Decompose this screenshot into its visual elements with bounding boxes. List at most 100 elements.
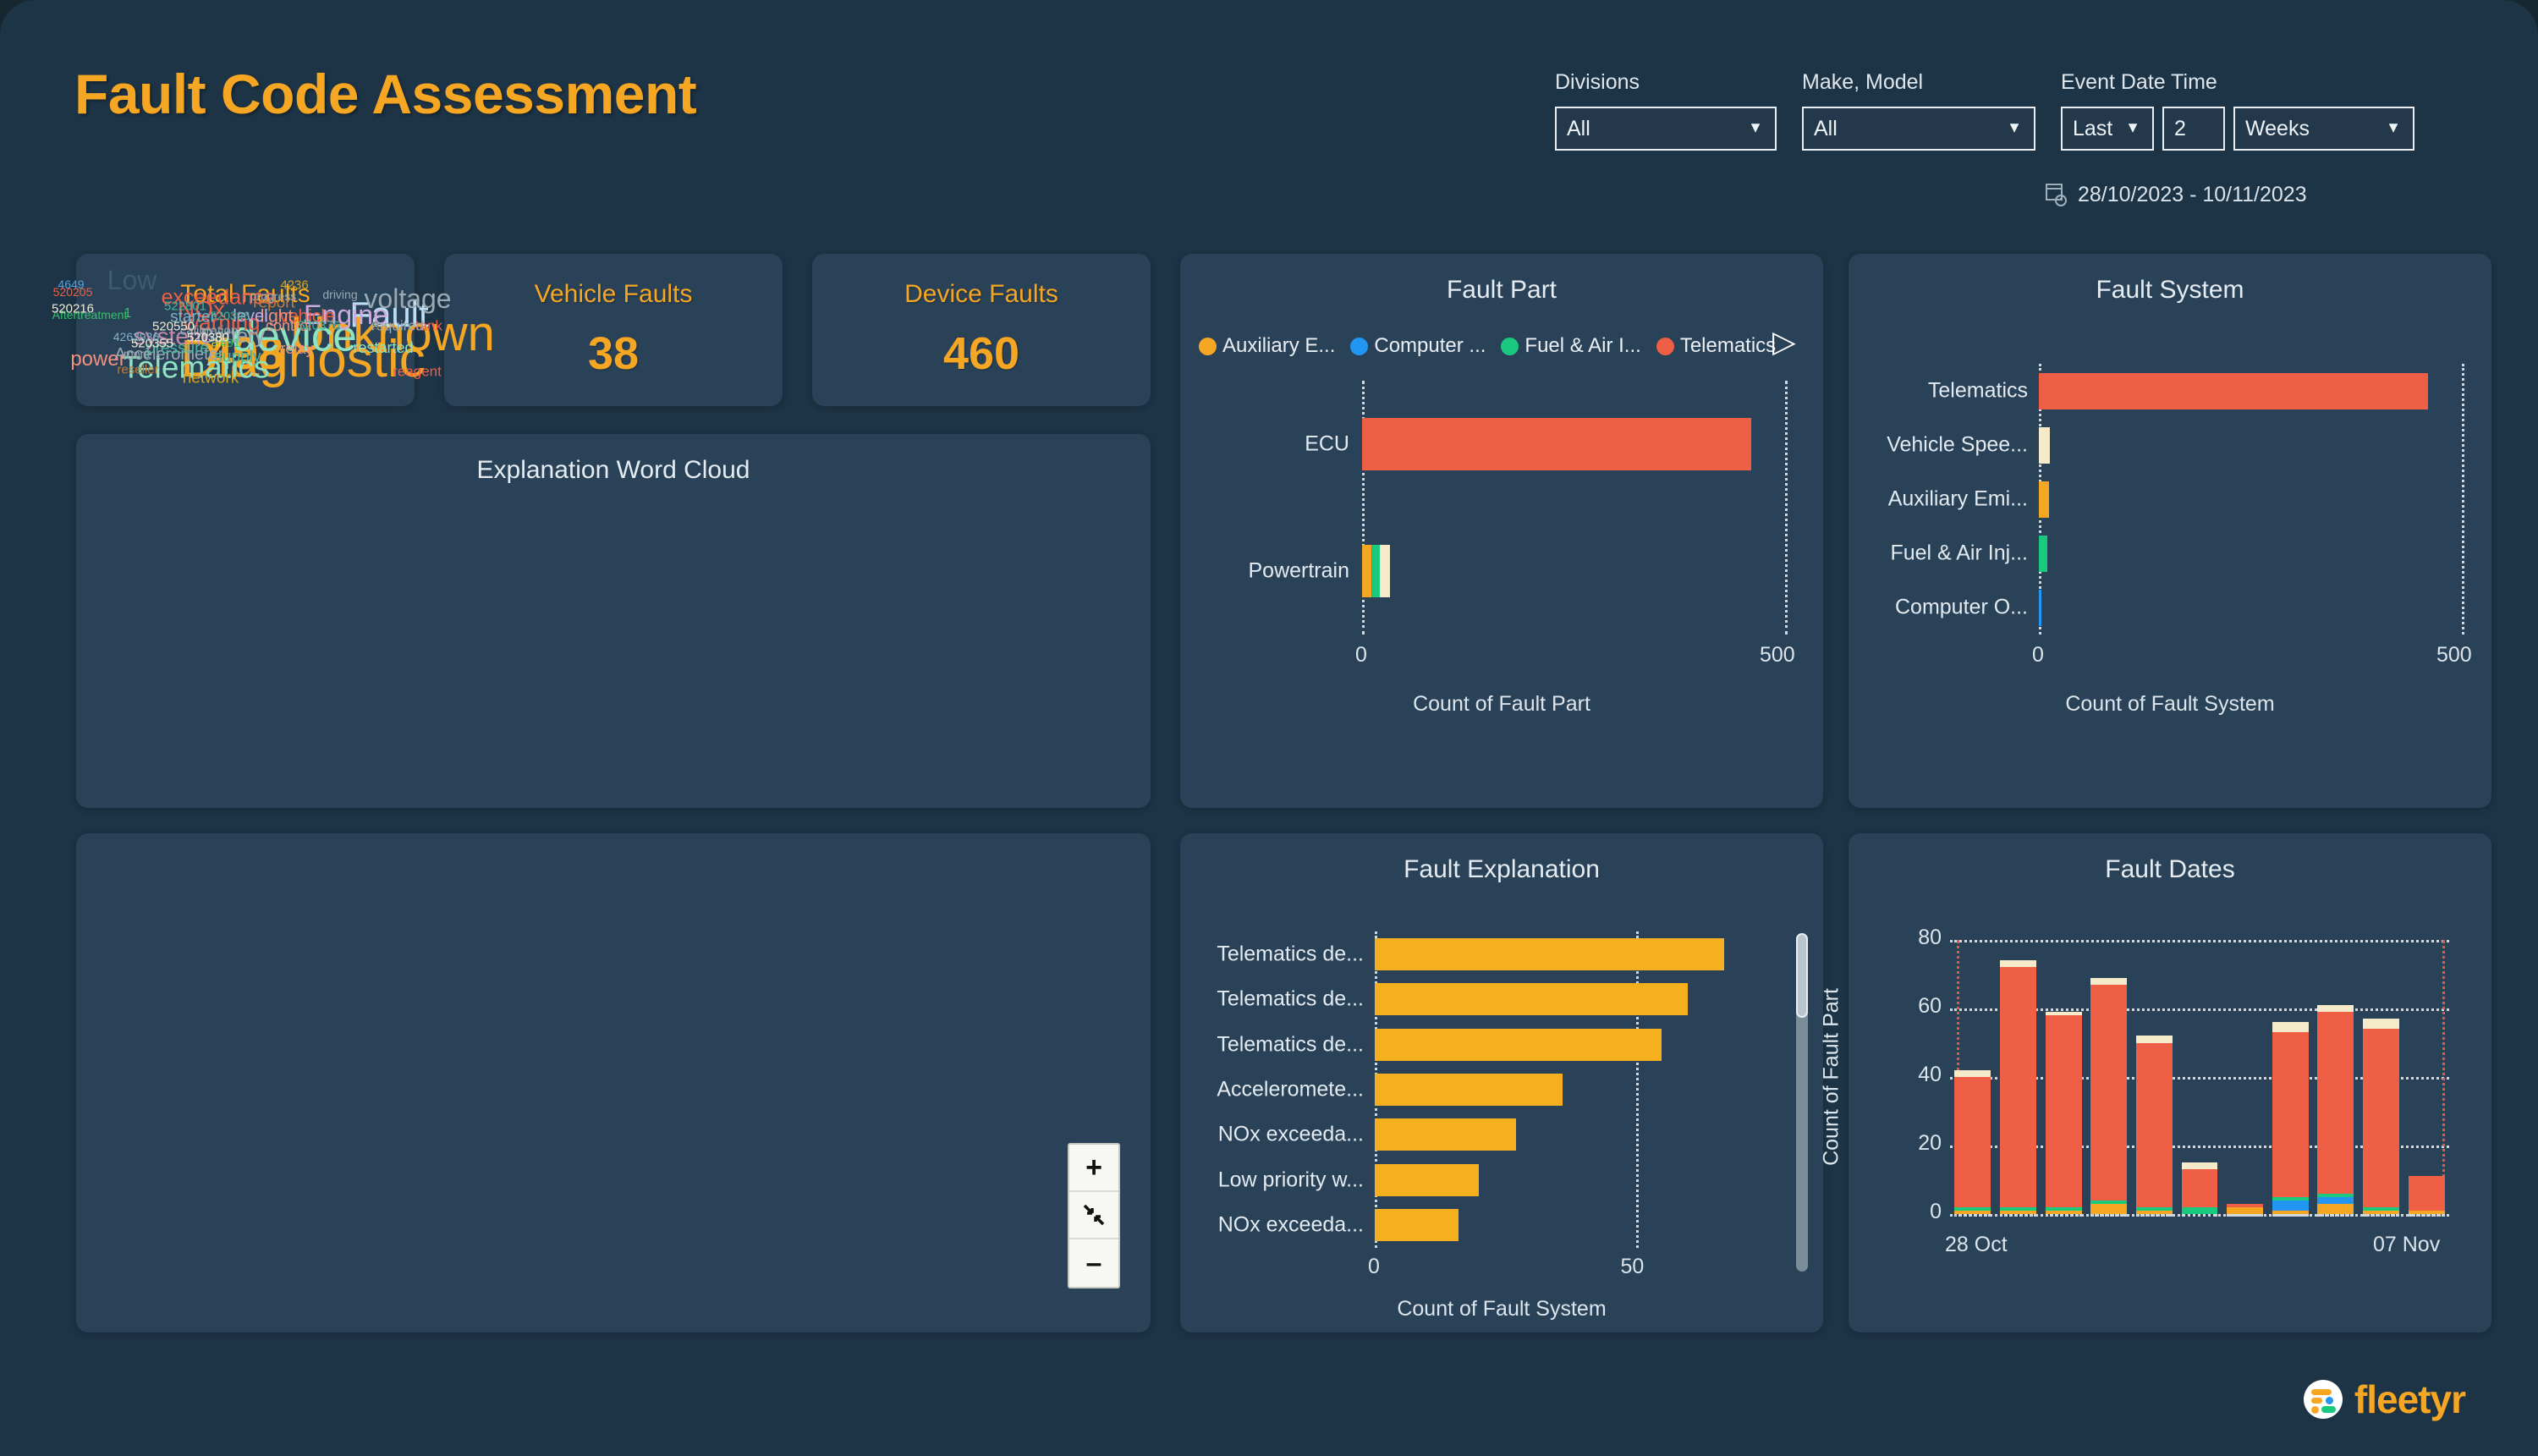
bar-segment[interactable] <box>2045 1210 2082 1214</box>
chevron-right-icon[interactable]: ▷ <box>1772 324 1796 359</box>
bar-segment[interactable] <box>2181 1169 2218 1207</box>
relative-unit-select[interactable]: Weeks ▼ <box>2233 107 2414 151</box>
fit-to-screen-button[interactable] <box>1069 1192 1118 1239</box>
bar-segment[interactable] <box>2135 1042 2173 1207</box>
word-cloud-word[interactable]: air <box>211 335 226 350</box>
word-cloud-word[interactable]: exceedance <box>161 285 276 310</box>
word-cloud-word[interactable]: level <box>233 307 268 326</box>
word-cloud-word[interactable]: 4263936 <box>113 330 160 343</box>
bar[interactable] <box>1375 937 1725 970</box>
word-cloud-word[interactable]: 520396 <box>210 309 250 322</box>
bar-segment[interactable] <box>2272 1032 2309 1197</box>
word-cloud-word[interactable]: tank <box>415 317 443 334</box>
bar-segment[interactable] <box>1362 545 1371 597</box>
fault-system-plot[interactable]: Telematics Vehicle Spee... Auxiliary Emi..… <box>1849 254 2491 808</box>
bar-segment[interactable] <box>1954 1206 1991 1211</box>
bar-segment[interactable] <box>2090 1203 2128 1214</box>
word-cloud-word[interactable]: 520355 <box>130 336 174 351</box>
word-cloud-word[interactable]: 520550 <box>151 319 195 334</box>
word-cloud-word[interactable]: 1 <box>124 306 132 321</box>
bar-segment[interactable] <box>2272 1196 2309 1201</box>
bar-segment[interactable] <box>2363 1019 2399 1030</box>
word-cloud-word[interactable]: voltage <box>364 283 452 314</box>
bar[interactable] <box>2039 426 2050 464</box>
bar-group[interactable] <box>2317 940 2354 1214</box>
bar-group[interactable] <box>2227 940 2264 1214</box>
bar-group[interactable] <box>1362 418 1785 470</box>
bar-segment[interactable] <box>2272 1200 2309 1211</box>
bar-group[interactable] <box>2181 940 2218 1214</box>
bar-segment[interactable] <box>2135 1206 2173 1211</box>
word-cloud-word[interactable]: Accelerometer <box>114 345 224 364</box>
word-cloud-word[interactable]: light <box>260 306 294 327</box>
bar-segment[interactable] <box>2090 1200 2128 1204</box>
bar-segment[interactable] <box>2090 977 2128 985</box>
bar-segment[interactable] <box>2363 1029 2399 1207</box>
bar-group[interactable] <box>1954 940 1991 1214</box>
scrollbar-thumb[interactable] <box>1796 933 1808 1018</box>
bar-group[interactable] <box>2408 940 2445 1214</box>
bar-group[interactable] <box>2045 940 2082 1214</box>
word-cloud-word[interactable]: progress <box>250 289 297 303</box>
kpi-card-total-faults[interactable]: Total Faults 498 <box>76 254 415 406</box>
word-cloud-word[interactable]: supply <box>214 348 261 366</box>
word-cloud-word[interactable]: driving <box>322 288 358 301</box>
word-cloud-word[interactable]: 520380 <box>186 330 230 345</box>
word-cloud-word[interactable]: calibration <box>179 323 239 338</box>
word-cloud-word[interactable]: relay <box>280 340 314 357</box>
bar-segment[interactable] <box>1954 1210 1991 1214</box>
bar-segment[interactable] <box>2363 1210 2399 1214</box>
word-cloud-word[interactable]: reseller <box>117 362 159 377</box>
bar-segment[interactable] <box>2363 1206 2399 1211</box>
bar-group[interactable] <box>2135 940 2173 1214</box>
word-cloud-word[interactable]: 520205 <box>52 285 93 299</box>
bar-segment[interactable] <box>1372 545 1380 597</box>
fault-explanation-plot[interactable]: Telematics de... Telematics de... Telemati… <box>1180 833 1823 1332</box>
bar-group[interactable] <box>1362 545 1785 597</box>
bar-segment[interactable] <box>2135 1036 2173 1043</box>
bar[interactable] <box>2039 372 2428 409</box>
bar-segment[interactable] <box>2317 1193 2354 1197</box>
bar-segment[interactable] <box>2045 1012 2082 1016</box>
word-cloud-word[interactable]: pressure <box>146 339 209 358</box>
bar-segment[interactable] <box>2227 1203 2264 1207</box>
word-cloud-word[interactable]: Telematics <box>121 349 270 385</box>
bar-segment[interactable] <box>2045 1206 2082 1211</box>
bar-group[interactable] <box>2363 940 2399 1214</box>
bar-segment[interactable] <box>2181 1162 2218 1170</box>
word-cloud-word[interactable]: Low <box>107 265 157 295</box>
bar[interactable] <box>1375 1163 1480 1196</box>
bar-segment[interactable] <box>2272 1022 2309 1033</box>
word-cloud-word[interactable]: Unknown <box>290 306 495 361</box>
bar[interactable] <box>2039 535 2047 572</box>
bar-segment[interactable] <box>2272 1210 2309 1214</box>
word-cloud-word[interactable]: NOx <box>178 296 225 322</box>
bar-segment[interactable] <box>2408 1176 2445 1211</box>
bar-segment[interactable] <box>2408 1210 2445 1214</box>
bar-segment[interactable] <box>2000 1210 2036 1214</box>
bar-segment[interactable] <box>2000 1206 2036 1211</box>
bar-group[interactable] <box>2000 940 2036 1214</box>
word-cloud-word[interactable]: starter <box>170 308 216 327</box>
relative-amount-input[interactable]: 2 <box>2162 107 2225 151</box>
word-cloud-word[interactable]: vehicle <box>279 306 335 327</box>
word-cloud-word[interactable]: control <box>265 317 312 334</box>
word-cloud-word[interactable]: power <box>70 348 126 371</box>
zoom-in-button[interactable]: + <box>1069 1145 1118 1192</box>
bar-segment[interactable] <box>2317 1004 2354 1013</box>
bar[interactable] <box>2039 481 2049 518</box>
word-cloud-word[interactable]: restarted <box>353 339 414 356</box>
word-cloud-word[interactable]: 4649 <box>58 277 85 291</box>
word-cloud-word[interactable]: Diagnostic <box>180 330 426 388</box>
word-cloud-word[interactable]: Aftertreatment <box>52 308 128 321</box>
fault-dates-plot[interactable]: 0 20 40 60 80 28 Oct 07 Nov Count of Fault Part <box>1820 833 2491 1332</box>
bar[interactable] <box>1375 1074 1563 1106</box>
word-cloud-word[interactable]: report <box>253 294 295 312</box>
bar-segment[interactable] <box>2135 1210 2173 1214</box>
bar-segment[interactable] <box>2227 1206 2264 1214</box>
bar[interactable] <box>1375 1118 1516 1151</box>
bar-segment[interactable] <box>2317 1203 2354 1214</box>
bar-segment[interactable] <box>1954 1077 1991 1207</box>
bar-segment[interactable] <box>2000 967 2036 1207</box>
bar-group[interactable] <box>2090 940 2128 1214</box>
